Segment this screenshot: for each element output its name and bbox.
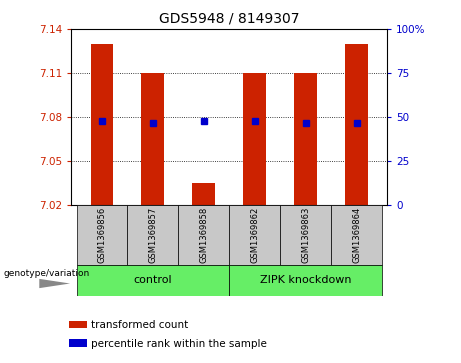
Bar [280,205,331,265]
Bar [77,205,128,265]
Bar [128,205,178,265]
Polygon shape [39,279,70,288]
Bar [69,321,87,329]
Text: transformed count: transformed count [91,320,189,330]
Bar [243,73,266,205]
Bar [345,44,368,205]
Text: percentile rank within the sample: percentile rank within the sample [91,339,267,349]
Bar [77,265,230,296]
Bar [178,205,230,265]
Text: genotype/variation: genotype/variation [4,269,90,278]
Text: GSM1369856: GSM1369856 [98,207,106,263]
Bar [192,183,215,205]
Bar [294,73,317,205]
Text: ZIPK knockdown: ZIPK knockdown [260,276,351,285]
Bar [230,265,382,296]
Bar [142,73,165,205]
Bar [90,44,113,205]
Bar [331,205,382,265]
Title: GDS5948 / 8149307: GDS5948 / 8149307 [159,11,300,25]
Text: GSM1369864: GSM1369864 [352,207,361,263]
Text: GSM1369863: GSM1369863 [301,207,310,263]
Text: control: control [134,276,172,285]
Text: GSM1369858: GSM1369858 [199,207,208,263]
Text: GSM1369857: GSM1369857 [148,207,158,263]
Bar [69,339,87,347]
Bar [230,205,280,265]
Text: GSM1369862: GSM1369862 [250,207,260,263]
